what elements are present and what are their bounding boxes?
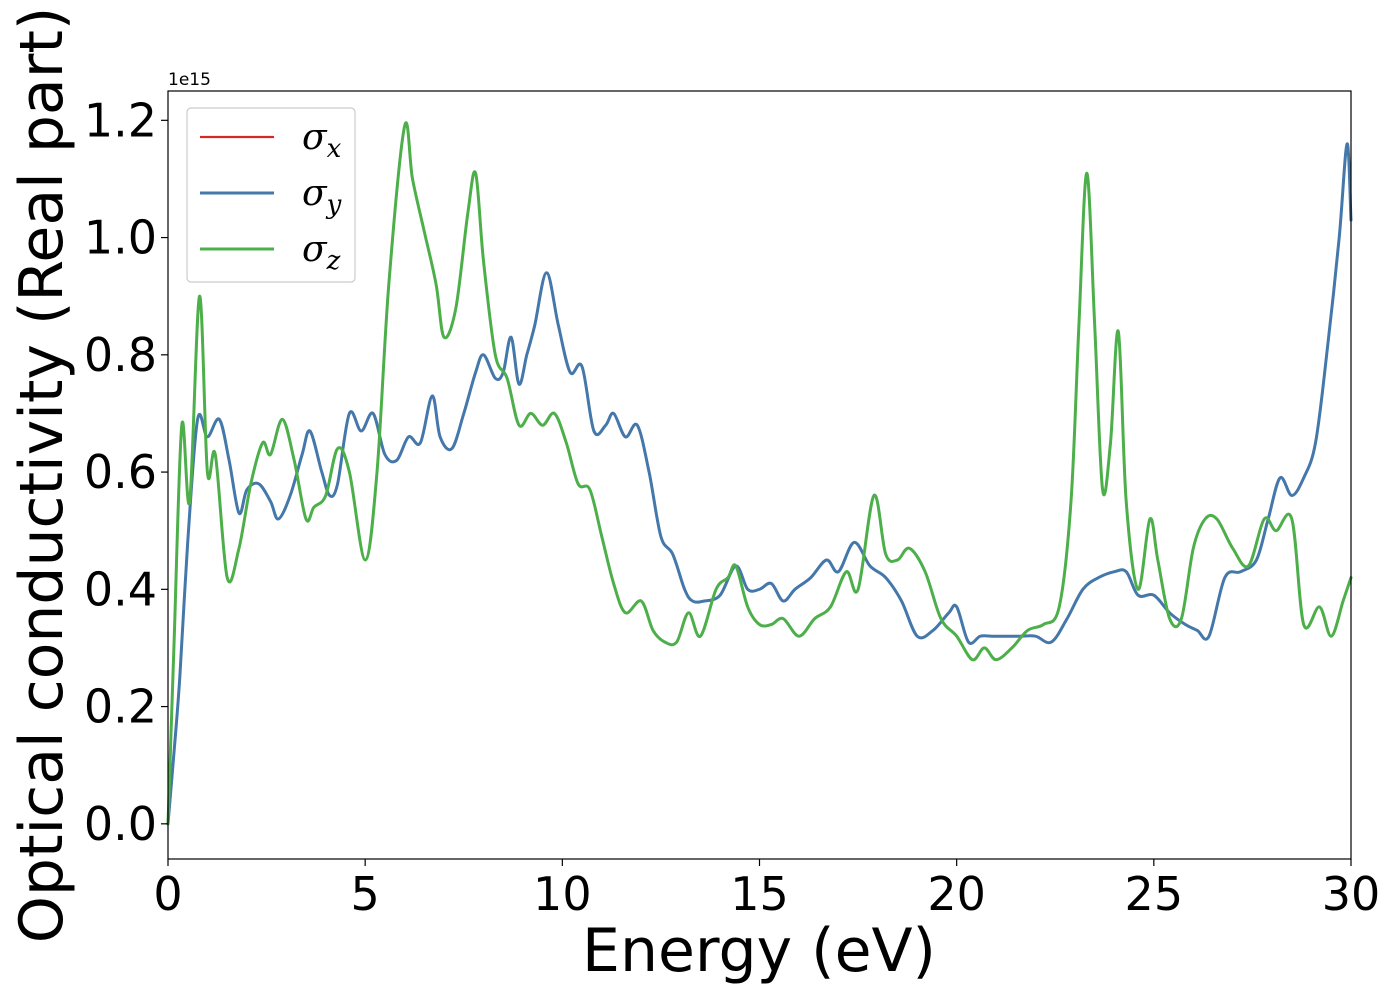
y-tick-label: 0.8 <box>84 328 157 382</box>
x-tick-label: 10 <box>533 867 592 921</box>
y-tick-label: 0.4 <box>84 562 157 616</box>
x-tick-label: 20 <box>927 867 986 921</box>
legend-subscript: z <box>326 246 341 276</box>
x-tick-label: 15 <box>730 867 789 921</box>
legend-subscript: x <box>327 134 342 164</box>
x-tick-label: 25 <box>1125 867 1184 921</box>
y-tick-label: 0.0 <box>84 797 157 851</box>
x-axis-ticks: 0 5 10 15 20 25 30 <box>153 859 1380 921</box>
y-tick-label: 0.6 <box>84 445 157 499</box>
x-tick-label: 5 <box>351 867 380 921</box>
y-tick-label: 0.2 <box>84 680 157 734</box>
legend-subscript: y <box>326 190 342 220</box>
x-tick-label: 30 <box>1322 867 1381 921</box>
y-axis-ticks: 0.0 0.2 0.4 0.6 0.8 1.0 1.2 <box>84 93 168 851</box>
series-line-sigma-z <box>166 121 1353 826</box>
plot-area <box>168 91 1351 859</box>
y-offset-text: 1e15 <box>168 70 211 90</box>
y-tick-label: 1.0 <box>84 211 157 265</box>
legend-frame <box>186 107 356 283</box>
x-axis-title: Energy (eV) <box>582 916 936 986</box>
series-layer <box>166 121 1353 826</box>
y-tick-label: 1.2 <box>84 93 157 147</box>
x-tick-label: 0 <box>153 867 182 921</box>
y-axis-title: Optical conductivity (Real part) <box>7 7 77 944</box>
series-line-sigma-y <box>166 142 1353 826</box>
